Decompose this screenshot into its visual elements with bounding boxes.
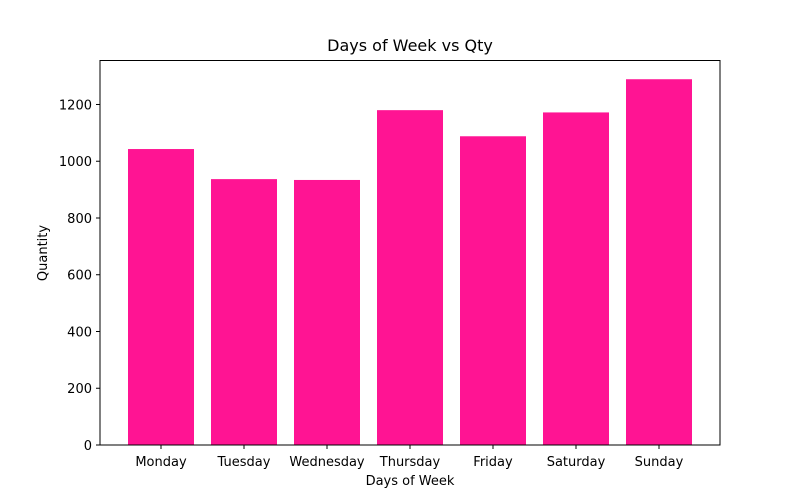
bar-sunday bbox=[626, 79, 692, 445]
y-tick-label: 200 bbox=[67, 382, 92, 397]
x-tick-label: Sunday bbox=[635, 455, 684, 470]
y-axis: 0 200 400 600 800 1000 1200 bbox=[59, 98, 100, 454]
y-tick-label: 800 bbox=[67, 212, 92, 227]
x-tick-label: Monday bbox=[135, 455, 187, 470]
y-tick-label: 1200 bbox=[59, 98, 92, 113]
y-tick-label: 0 bbox=[84, 439, 92, 454]
x-axis: Monday Tuesday Wednesday Thursday Friday Satu… bbox=[135, 445, 684, 470]
x-tick-label: Saturday bbox=[547, 455, 606, 470]
chart-title: Days of Week vs Qty bbox=[327, 36, 493, 55]
bars bbox=[128, 79, 692, 446]
x-tick-label: Thursday bbox=[379, 455, 441, 470]
bar-wednesday bbox=[294, 179, 360, 445]
x-axis-label: Days of Week bbox=[366, 474, 455, 489]
y-axis-label: Quantity bbox=[36, 225, 51, 281]
plot-frame bbox=[99, 60, 721, 446]
y-tick-label: 1000 bbox=[59, 155, 92, 170]
bar-monday bbox=[128, 149, 194, 446]
bar-thursday bbox=[377, 110, 443, 446]
bar-saturday bbox=[543, 112, 609, 446]
y-tick-label: 400 bbox=[67, 325, 92, 340]
x-tick-label: Tuesday bbox=[217, 455, 271, 470]
y-tick-label: 600 bbox=[67, 269, 92, 284]
x-tick-label: Wednesday bbox=[289, 455, 365, 470]
bar-tuesday bbox=[211, 179, 277, 445]
x-tick-label: Friday bbox=[473, 455, 513, 470]
bar-friday bbox=[460, 136, 526, 445]
